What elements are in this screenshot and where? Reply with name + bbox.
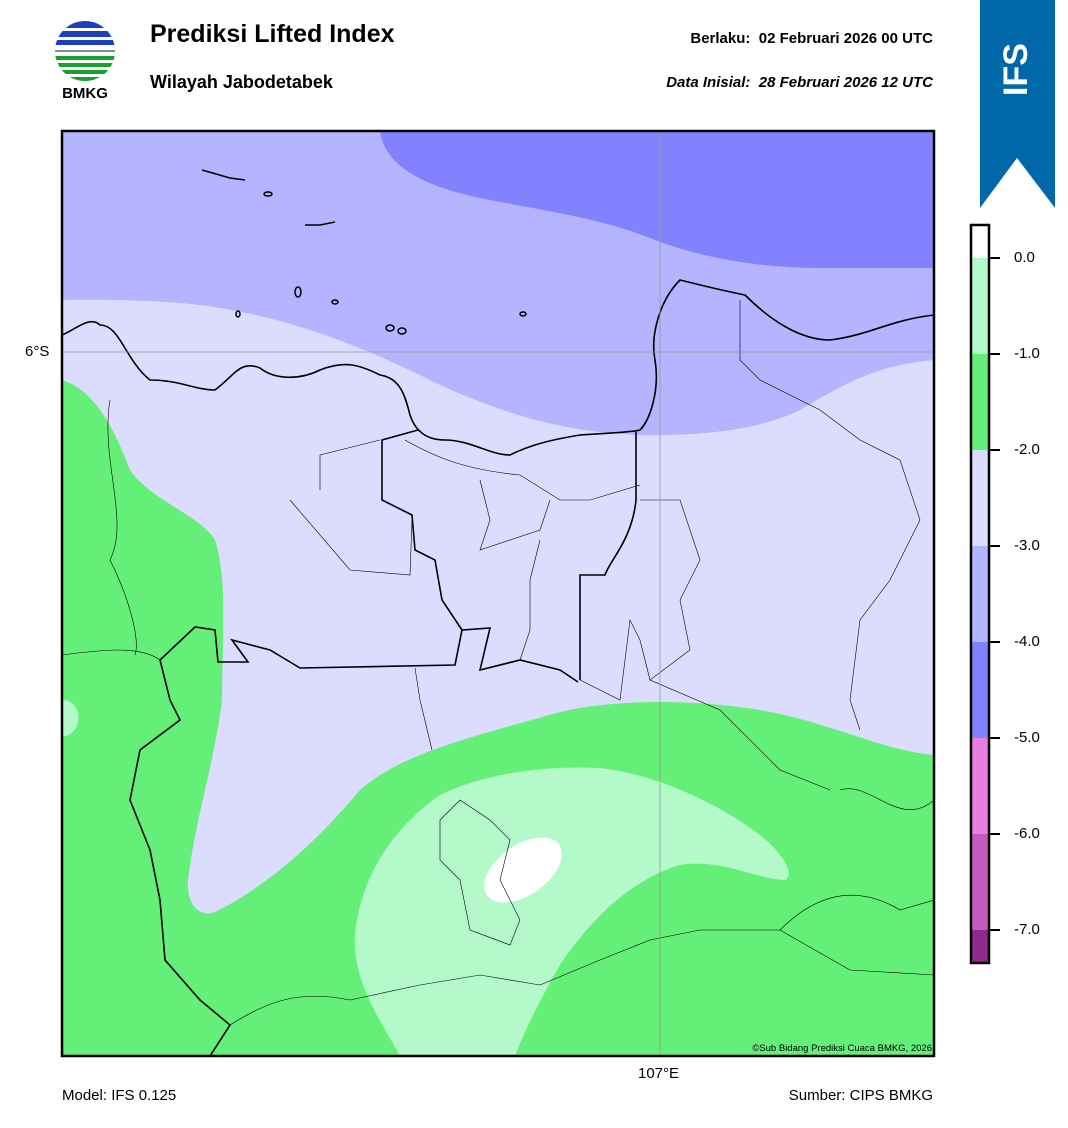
colorbar-frame [969,223,991,965]
region-minus1 [354,767,789,1056]
colorbar-tick-label: -4.0 [1014,633,1040,650]
page-title: Prediksi Lifted Index [150,20,395,48]
colorbar-segment [971,354,989,450]
colorbar-tick-label: 0.0 [1014,249,1035,266]
colorbar-segment [971,642,989,738]
bmkg-logo: BMKG [52,20,118,102]
logo-text: BMKG [62,85,108,102]
source-label: Sumber: CIPS BMKG [788,1087,933,1104]
colorbar-tick-label: -1.0 [1014,345,1040,362]
region-minus1-edge [62,700,79,737]
regency-borders [62,300,934,1026]
region-minus5 [380,131,934,268]
init-time: Data Inisial: 28 Februari 2026 12 UTC [666,74,933,91]
coastline [62,279,934,1056]
valid-value: 02 Februari 2026 00 UTC [758,30,933,47]
colorbar [969,223,1000,965]
region-positive [484,837,562,903]
colorbar-segment [971,225,989,258]
colorbar-tick-label: -7.0 [1014,921,1040,938]
colorbar-tick-label: -2.0 [1014,441,1040,458]
colorbar-tick-label: -6.0 [1014,825,1040,842]
colorbar-tick-label: -3.0 [1014,537,1040,554]
model-label: Model: IFS 0.125 [62,1087,177,1104]
valid-label: Berlaku: [690,30,751,47]
colorbar-tick-label: -5.0 [1014,729,1040,746]
lon-label: 107°E [638,1065,680,1082]
ifs-badge: IFS [980,0,1055,210]
colorbar-segment [971,258,989,354]
init-label: Data Inisial: [666,74,751,91]
lat-label: 6°S [25,343,50,360]
valid-time: Berlaku: 02 Februari 2026 00 UTC [690,30,933,47]
init-value: 28 Februari 2026 12 UTC [758,74,933,91]
colorbar-segment [971,450,989,546]
colorbar-segment [971,546,989,642]
page-subtitle: Wilayah Jabodetabek [150,72,333,92]
region-minus2 [62,380,934,1056]
colorbar-segment [971,834,989,930]
copyright-text: ©Sub Bidang Prediksi Cuaca BMKG, 2026 [752,1043,932,1054]
colorbar-segment [971,930,989,963]
map-frame [60,129,936,1058]
islands [201,169,527,335]
colorbar-segment [971,738,989,834]
